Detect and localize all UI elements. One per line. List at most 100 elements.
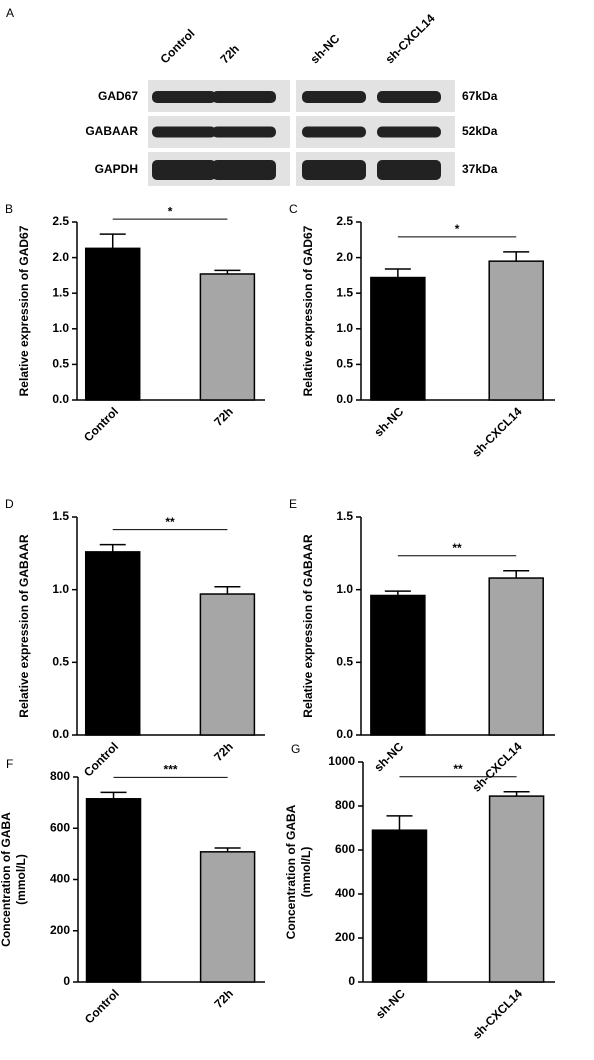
y-axis-title: Concentration of GABA [284,804,298,939]
panel-label: F [6,757,13,771]
bar [84,247,141,401]
panel-label: A [6,6,14,20]
bar [488,577,544,736]
bar [370,594,426,736]
blot-band [212,160,276,180]
significance-label: ** [453,762,463,776]
blot-band [377,160,441,180]
panel-label: B [5,202,13,216]
error-bar [99,233,126,249]
error-bar [384,590,411,596]
bar [371,829,428,983]
error-bar [100,791,127,799]
blot-band [152,91,216,103]
y-tick-label: 600 [335,842,355,856]
y-tick-label: 0.5 [336,655,353,669]
blot-band [377,126,441,138]
error-bar [384,268,411,278]
y-tick-label: 2.5 [336,214,353,228]
x-tick-label: sh-NC [371,404,406,439]
y-tick-label: 0.0 [336,392,353,406]
x-tick-label: 72h [211,739,236,764]
panel-label: D [5,497,14,511]
lane-label: sh-CXCL14 [382,11,437,66]
y-tick-label: 1.0 [336,321,353,335]
y-tick-label: 0 [63,974,70,988]
y-tick-label: 2.0 [52,250,69,264]
y-axis-title: Concentration of GABA [0,812,13,947]
x-tick-label: sh-CXCL14 [470,986,525,1041]
significance-label: ** [452,541,462,555]
bar [199,851,256,983]
blot-band [302,160,366,180]
blot-band [302,91,366,103]
significance-label: *** [164,763,178,777]
y-tick-label: 1.0 [336,582,353,596]
error-bar [503,790,530,797]
y-tick-label: 600 [50,820,70,834]
blot-band [302,126,366,138]
row-label: GAD67 [98,89,138,103]
y-tick-label: 0.0 [52,392,69,406]
y-axis-title: (mmol/L) [14,854,28,905]
y-axis-title: (mmol/L) [299,847,313,898]
y-tick-label: 2.0 [336,250,353,264]
y-tick-label: 400 [335,886,355,900]
y-tick-label: 400 [50,872,70,886]
x-tick-label: Control [82,986,122,1026]
lane-label: Control [157,26,197,66]
significance-label: ** [165,515,175,529]
y-axis-title: Relative expression of GAD67 [301,225,315,396]
y-tick-label: 0.5 [336,357,353,371]
bar [85,798,142,983]
blot-band [212,126,276,138]
y-tick-label: 1.0 [52,321,69,335]
row-label: GABAAR [85,124,138,138]
x-tick-label: 72h [211,986,236,1011]
bar [199,273,256,401]
y-axis-title: Relative expression of GABAAR [17,534,31,718]
x-tick-label: sh-CXCL14 [469,404,524,459]
panel-label: E [289,497,297,511]
error-bar [99,543,126,552]
bar [488,260,544,401]
x-tick-label: sh-NC [373,986,408,1021]
x-tick-label: Control [81,739,121,779]
y-tick-label: 1.5 [336,285,353,299]
blot-band [212,91,276,103]
size-label: 67kDa [462,89,498,103]
y-tick-label: 1.5 [52,285,69,299]
lane-label: 72h [217,42,242,67]
bar [488,795,545,983]
y-tick-label: 0.0 [52,727,69,741]
y-tick-label: 0.5 [52,357,69,371]
y-axis-title: Relative expression of GAD67 [17,225,31,396]
error-bar [386,815,413,831]
blot-band [152,126,216,138]
bar [84,551,141,736]
panel-label: G [291,742,300,756]
row-label: GAPDH [95,162,138,176]
error-bar [503,251,530,262]
y-tick-label: 1.0 [52,582,69,596]
significance-label: * [455,222,460,236]
y-tick-label: 1000 [328,754,355,768]
error-bar [214,269,241,274]
y-tick-label: 0 [348,974,355,988]
y-tick-label: 800 [50,769,70,783]
y-tick-label: 200 [335,930,355,944]
y-tick-label: 0.0 [336,727,353,741]
x-tick-label: Control [81,404,121,444]
size-label: 52kDa [462,124,498,138]
y-tick-label: 2.5 [52,214,69,228]
significance-label: * [168,204,173,218]
y-tick-label: 800 [335,798,355,812]
size-label: 37kDa [462,162,498,176]
error-bar [214,847,241,852]
x-tick-label: sh-CXCL14 [469,739,524,794]
lane-label: sh-NC [307,31,342,66]
y-tick-label: 1.5 [336,509,353,523]
bar [199,593,256,736]
